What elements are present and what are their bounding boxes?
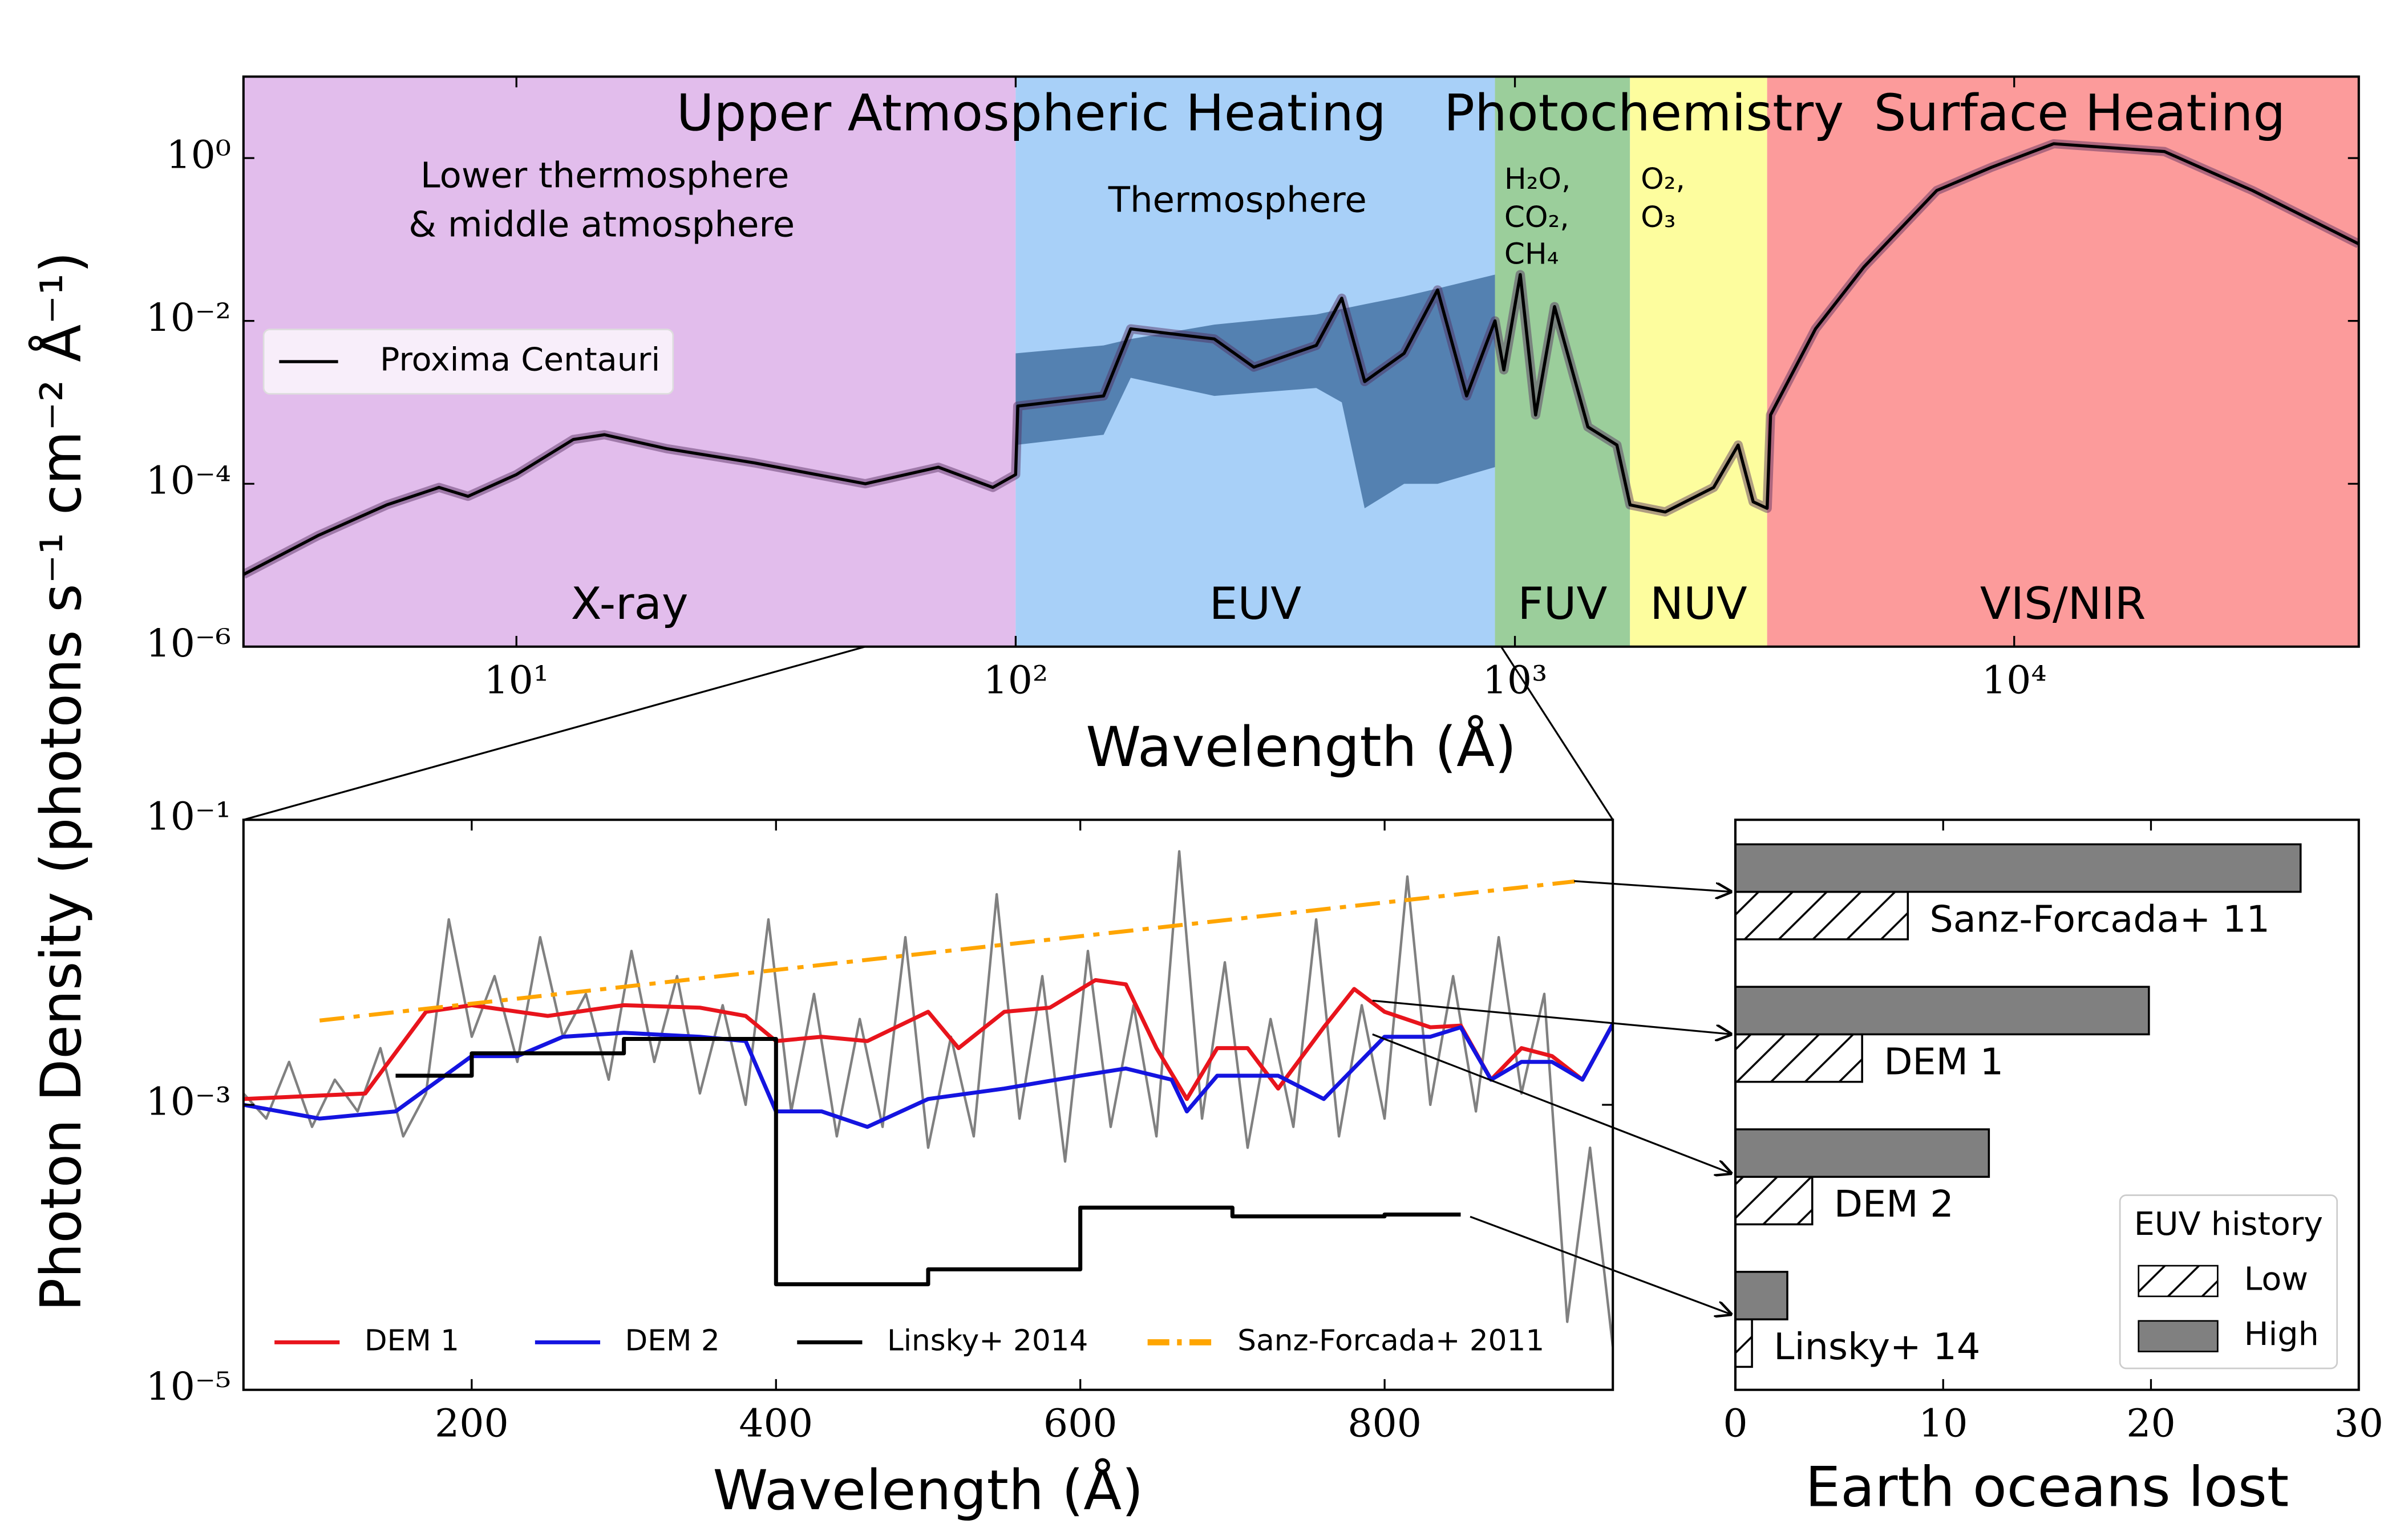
plot-frame bbox=[242, 818, 1614, 1391]
x-tick-label: 10³ bbox=[1483, 658, 1548, 703]
category-label: Linsky+ 14 bbox=[1774, 1326, 1980, 1368]
arrow bbox=[1574, 880, 1732, 892]
x-axis-label: Wavelength (Å) bbox=[713, 1458, 1144, 1522]
legend-label: Low bbox=[2244, 1261, 2308, 1298]
plot-frame bbox=[242, 75, 2360, 648]
x-tick-label: 10 bbox=[1919, 1401, 1968, 1446]
y-tick-label: 10⁻⁵ bbox=[145, 1364, 231, 1409]
legend-swatch bbox=[2138, 1265, 2219, 1298]
region-header: Photochemistry bbox=[1444, 84, 1844, 143]
y-tick-label: 10⁻² bbox=[145, 295, 231, 340]
x-tick-label: 600 bbox=[1043, 1401, 1118, 1446]
legend-title: EUV history bbox=[2134, 1205, 2323, 1243]
x-tick-label: 10⁴ bbox=[1982, 658, 2047, 703]
region bbox=[1767, 76, 2359, 647]
region-header: Surface Heating bbox=[1874, 84, 2286, 143]
category-label: DEM 2 bbox=[1834, 1183, 1954, 1226]
molecule-label: CH₄ bbox=[1504, 237, 1559, 271]
legend-label: Proxima Centauri bbox=[380, 341, 660, 379]
bar bbox=[1734, 986, 2150, 1036]
bar bbox=[1734, 1033, 1863, 1083]
plot-area bbox=[243, 76, 2359, 647]
molecule-label: CO₂, bbox=[1504, 200, 1569, 234]
uncertainty-band bbox=[1015, 274, 1495, 509]
zoom-line bbox=[1500, 646, 1614, 821]
region-label: FUV bbox=[1517, 578, 1607, 630]
y-tick-label: 10⁻⁶ bbox=[145, 621, 231, 666]
x-tick-label: 30 bbox=[2334, 1401, 2383, 1446]
bar bbox=[1734, 890, 1909, 941]
plot-area bbox=[243, 850, 1613, 1347]
bar bbox=[1734, 1271, 1788, 1320]
arrow bbox=[1470, 1215, 1732, 1315]
legend-label: DEM 1 bbox=[365, 1324, 459, 1358]
x-tick-label: 200 bbox=[435, 1401, 509, 1446]
connectors bbox=[243, 646, 1733, 1315]
legend-label: DEM 2 bbox=[625, 1324, 720, 1358]
bar bbox=[1734, 1318, 1753, 1368]
bar bbox=[1734, 1128, 1990, 1178]
y-axis-label: Photon Density (photons s⁻¹ cm⁻² Å⁻¹) bbox=[29, 252, 94, 1311]
bar bbox=[1734, 843, 2302, 893]
bar bbox=[1734, 1176, 1814, 1226]
arrow bbox=[1372, 1033, 1733, 1173]
zoom-line bbox=[243, 646, 866, 821]
region-label: X-ray bbox=[571, 578, 689, 630]
x-tick-label: 20 bbox=[2126, 1401, 2175, 1446]
region bbox=[1630, 76, 1767, 647]
region-label: VIS/NIR bbox=[1980, 578, 2146, 630]
annotation: & middle atmosphere bbox=[408, 204, 795, 245]
layer: X-ray EUV FUV NUV VIS/NIR 10¹ 10² 10³ 10⁴ 10⁻⁶ 10⁻… bbox=[29, 75, 2383, 1522]
x-tick-label: 400 bbox=[739, 1401, 813, 1446]
annotation: Lower thermosphere bbox=[420, 155, 790, 196]
x-axis-label: Wavelength (Å) bbox=[1086, 715, 1516, 779]
x-axis-label: Earth oceans lost bbox=[1805, 1455, 2289, 1519]
legend-label: Sanz-Forcada+ 2011 bbox=[1237, 1324, 1544, 1358]
series-line bbox=[395, 1037, 1461, 1287]
region-label: EUV bbox=[1209, 578, 1301, 630]
molecule-label: H₂O, bbox=[1504, 162, 1571, 196]
legend-label: Linsky+ 2014 bbox=[887, 1324, 1088, 1358]
x-tick-label: 0 bbox=[1723, 1401, 1747, 1446]
series-line bbox=[243, 850, 1613, 1347]
series-line bbox=[243, 142, 2359, 576]
category-label: Sanz-Forcada+ 11 bbox=[1929, 898, 2270, 941]
y-tick-label: 10⁻¹ bbox=[145, 794, 231, 839]
category-label: DEM 1 bbox=[1884, 1041, 2004, 1084]
legend-label: High bbox=[2244, 1316, 2319, 1353]
series-line bbox=[319, 879, 1575, 1023]
series-line bbox=[243, 1023, 1613, 1129]
legend-swatch bbox=[2138, 1320, 2219, 1352]
region-label: NUV bbox=[1650, 578, 1747, 630]
x-tick-label: 800 bbox=[1347, 1401, 1422, 1446]
region bbox=[1495, 76, 1630, 647]
series-line bbox=[243, 978, 1613, 1101]
y-tick-label: 10⁰ bbox=[166, 132, 231, 177]
annotation: Thermosphere bbox=[1108, 179, 1367, 221]
arrow bbox=[1372, 999, 1733, 1034]
legend-box bbox=[262, 329, 674, 395]
y-tick-label: 10⁻⁴ bbox=[145, 458, 231, 503]
x-tick-label: 10² bbox=[984, 658, 1049, 703]
y-tick-label: 10⁻³ bbox=[145, 1079, 231, 1124]
region-header: Upper Atmospheric Heating bbox=[677, 84, 1386, 143]
molecule-label: O₂, bbox=[1641, 162, 1685, 196]
molecule-label: O₃ bbox=[1641, 200, 1675, 234]
plot-frame bbox=[1734, 818, 2360, 1391]
x-tick-label: 10¹ bbox=[484, 658, 549, 703]
